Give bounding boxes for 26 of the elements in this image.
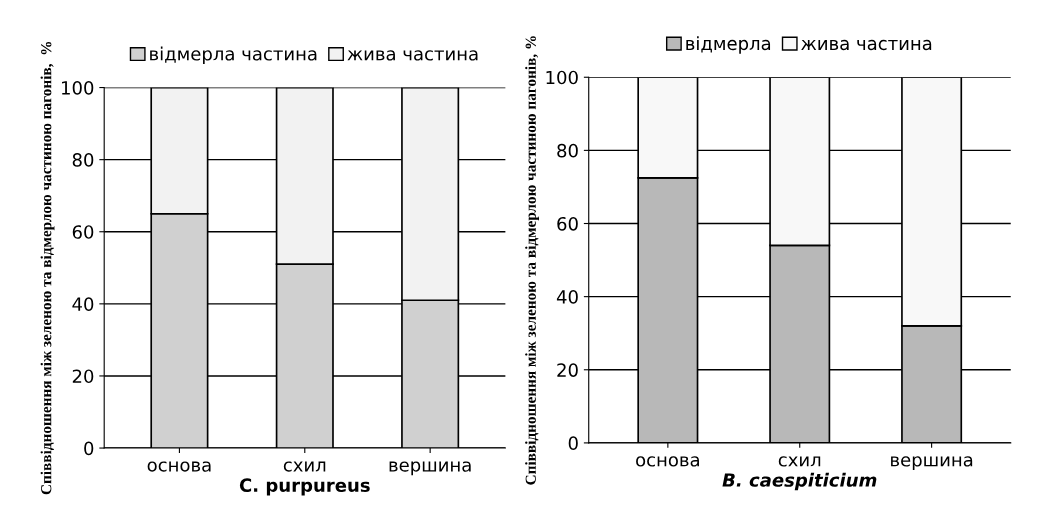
y-tick-label: 40 <box>72 297 94 311</box>
x-tick-label: основа <box>147 461 211 472</box>
y-tick-label: 80 <box>557 143 578 158</box>
y-tick-label: 20 <box>557 363 578 377</box>
x-axis-title: B. caespiticium <box>722 472 877 491</box>
x-tick-label: схил <box>283 461 326 472</box>
y-tick-label: 0 <box>84 441 94 456</box>
x-tick-label: вершина <box>891 456 973 471</box>
legend-label: відмерла частина <box>150 46 317 65</box>
y-tick-label: 0 <box>568 436 578 451</box>
legend-label: відмерла <box>686 36 771 54</box>
y-axis-title: Співвідношення між зеленою та відмерлою частиною пагонів, % <box>40 42 55 495</box>
legend-label: жива частина <box>801 39 932 51</box>
legend-label: жива частина <box>347 50 478 61</box>
y-tick-label: 40 <box>556 290 578 304</box>
y-tick-label: 60 <box>557 216 578 231</box>
x-axis-title: C. purpureus <box>239 478 370 496</box>
x-tick-label: схил <box>778 456 821 467</box>
y-tick-label: 100 <box>62 81 94 95</box>
y-tick-label: 100 <box>546 70 578 85</box>
y-tick-label: 60 <box>72 225 94 239</box>
x-tick-label: вершина <box>389 461 471 476</box>
y-tick-label: 20 <box>72 369 94 384</box>
y-axis-title: Співвідношення між зеленою та відмерлою частиною пагонів, % <box>525 36 539 485</box>
x-tick-label: основа <box>636 456 699 467</box>
y-tick-label: 80 <box>72 153 94 167</box>
